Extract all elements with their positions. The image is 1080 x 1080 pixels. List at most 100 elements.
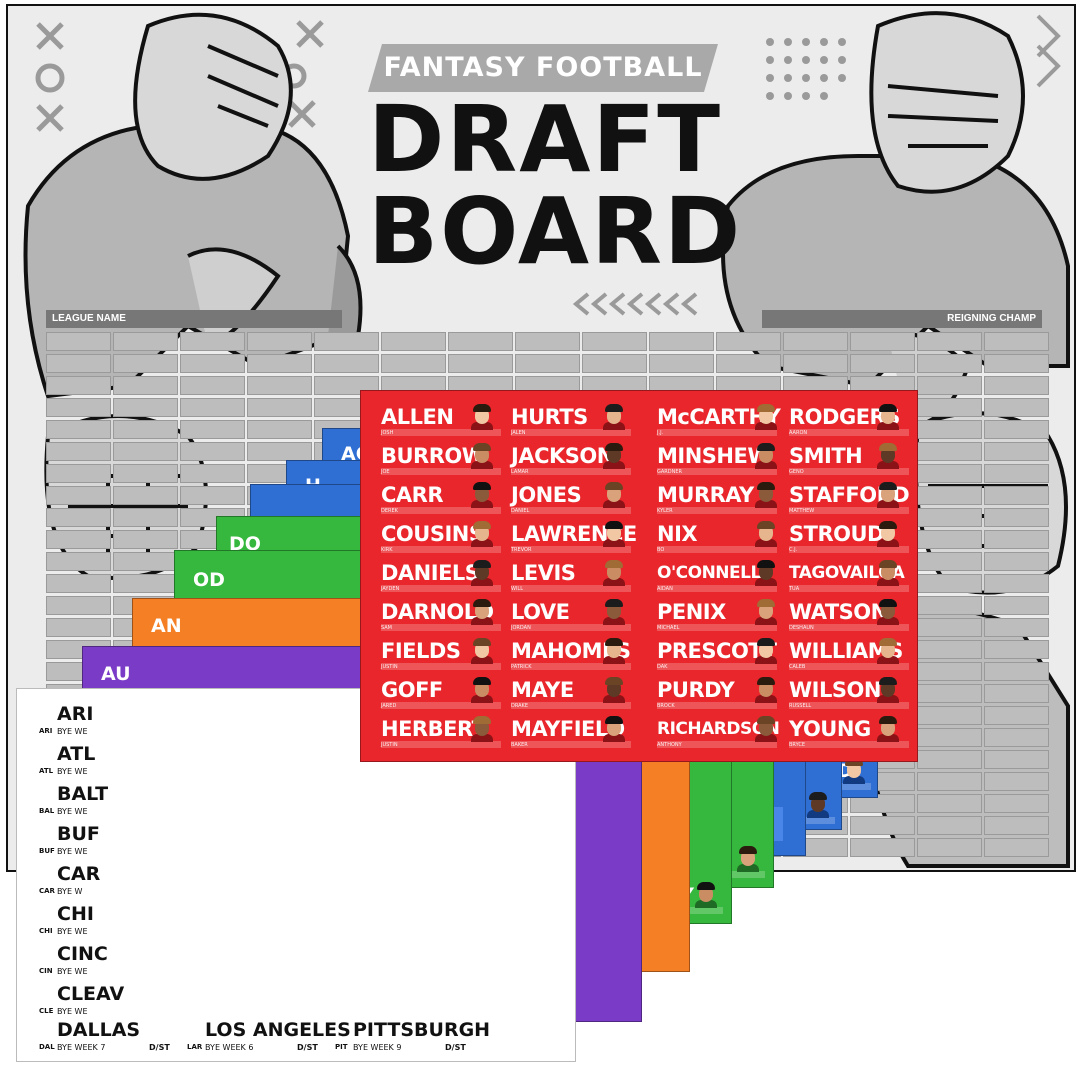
draft-grid-cell xyxy=(180,398,245,417)
draft-grid-cell xyxy=(917,662,982,681)
partial-sticker-name: DO xyxy=(229,533,261,555)
team-abbr: CAR xyxy=(39,887,55,895)
team-city: ARI xyxy=(57,703,94,725)
sticker-underline xyxy=(381,663,501,670)
player-headshot xyxy=(877,482,899,508)
sticker-underline xyxy=(657,546,777,553)
player-headshot xyxy=(755,560,777,586)
player-headshot xyxy=(755,599,777,625)
draft-grid-cell xyxy=(247,332,312,351)
draft-grid-cell xyxy=(180,376,245,395)
sticker-underline xyxy=(789,507,909,514)
player-first-name: MICHAEL xyxy=(657,625,680,631)
player-headshot xyxy=(603,560,625,586)
player-last-name: DANIELS xyxy=(381,561,480,585)
player-headshot xyxy=(755,716,777,742)
draft-grid-cell xyxy=(46,442,111,461)
draft-grid-cell xyxy=(113,376,178,395)
sticker-underline xyxy=(511,624,631,631)
player-last-name: WATSON xyxy=(789,600,888,624)
player-first-name: JUSTIN xyxy=(381,742,398,748)
player-first-name: RUSSELL xyxy=(789,703,812,709)
dst-tag: D/ST xyxy=(297,1043,318,1052)
draft-grid-cell xyxy=(984,376,1049,395)
team-abbr: ATL xyxy=(39,767,54,775)
player-first-name: BO xyxy=(657,547,665,553)
partial-sticker-name: AN xyxy=(151,615,182,637)
sticker-underline xyxy=(381,546,501,553)
draft-grid-cell xyxy=(113,354,178,373)
team-city: CINC xyxy=(57,943,108,965)
draft-grid-cell xyxy=(247,354,312,373)
player-first-name: TREVOR xyxy=(511,547,532,553)
sticker-underline xyxy=(381,702,501,709)
draft-grid-cell xyxy=(984,332,1049,351)
player-first-name: SAM xyxy=(381,625,393,631)
draft-grid-cell xyxy=(46,420,111,439)
poster-title-line2: BOARD xyxy=(368,178,743,285)
sticker-underline xyxy=(381,468,501,475)
sticker-underline xyxy=(789,741,909,748)
draft-grid-cell xyxy=(917,552,982,571)
draft-grid-cell xyxy=(381,354,446,373)
sticker-underline xyxy=(789,624,909,631)
player-first-name: JALEN xyxy=(511,430,526,436)
player-first-name: GARDNER xyxy=(657,469,682,475)
draft-grid-cell xyxy=(917,750,982,769)
player-last-name: RICHARDSON xyxy=(657,719,780,739)
draft-grid-cell xyxy=(984,816,1049,835)
player-headshot xyxy=(603,677,625,703)
draft-grid-cell xyxy=(180,354,245,373)
draft-grid-cell xyxy=(984,530,1049,549)
sticker-underline xyxy=(657,507,777,514)
sticker-underline xyxy=(657,663,777,670)
team-city: PITTSBURGH xyxy=(353,1019,491,1041)
draft-grid-cell xyxy=(917,574,982,593)
sticker-underline xyxy=(511,546,631,553)
team-abbr: BAL xyxy=(39,807,55,815)
player-first-name: JOE xyxy=(381,469,390,475)
draft-grid-cell xyxy=(850,354,915,373)
sticker-underline xyxy=(657,585,777,592)
team-city: LOS ANGELES xyxy=(205,1019,351,1041)
draft-grid-cell xyxy=(984,640,1049,659)
draft-grid-cell xyxy=(649,332,714,351)
player-first-name: AIDAN xyxy=(657,586,673,592)
draft-grid-cell xyxy=(850,794,915,813)
team-city: CHI xyxy=(57,903,94,925)
team-city: DALLAS xyxy=(57,1019,141,1041)
draft-grid-cell xyxy=(984,838,1049,857)
player-first-name: DAK xyxy=(657,664,668,670)
draft-grid-cell xyxy=(247,398,312,417)
player-headshot xyxy=(603,521,625,547)
player-last-name: NIX xyxy=(657,522,698,546)
player-first-name: DRAKE xyxy=(511,703,528,709)
player-headshot xyxy=(603,404,625,430)
player-first-name: ANTHONY xyxy=(657,742,682,748)
team-abbr: BUF xyxy=(39,847,55,855)
draft-grid-cell xyxy=(984,398,1049,417)
sticker-underline xyxy=(511,429,631,436)
player-last-name: HURTS xyxy=(511,405,588,429)
player-headshot xyxy=(877,716,899,742)
bye-week: BYE WE xyxy=(57,1007,88,1016)
player-last-name: ALLEN xyxy=(381,405,454,429)
player-first-name: PATRICK xyxy=(511,664,532,670)
player-headshot xyxy=(877,521,899,547)
draft-grid-cell xyxy=(113,530,178,549)
player-headshot xyxy=(877,560,899,586)
player-first-name: BAKER xyxy=(511,742,528,748)
draft-grid-cell xyxy=(180,420,245,439)
draft-grid-cell xyxy=(46,530,111,549)
bye-week: BYE WEEK 9 xyxy=(353,1043,402,1052)
player-last-name: PURDY xyxy=(657,678,735,702)
sticker-underline xyxy=(381,429,501,436)
draft-grid-cell xyxy=(113,574,178,593)
team-city: CAR xyxy=(57,863,101,885)
draft-grid-cell xyxy=(46,376,111,395)
player-headshot xyxy=(471,716,493,742)
draft-grid-cell xyxy=(46,398,111,417)
draft-grid-cell xyxy=(716,354,781,373)
draft-grid-cell xyxy=(46,596,111,615)
player-first-name: BRYCE xyxy=(789,742,806,748)
